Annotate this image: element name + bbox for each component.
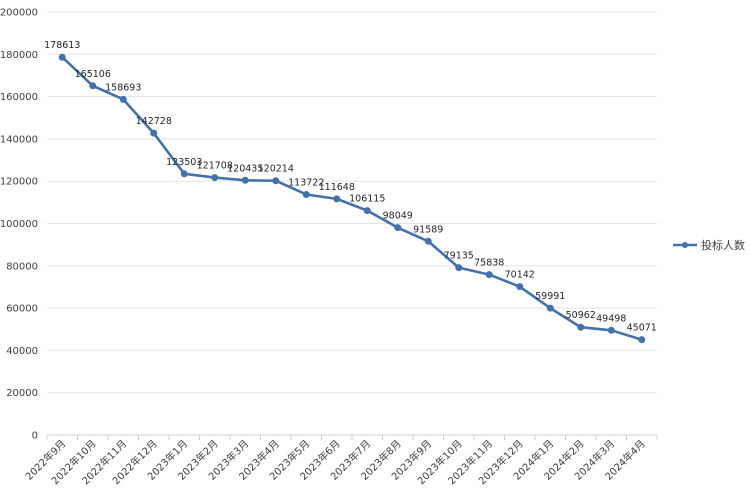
data-point (333, 195, 341, 203)
data-label: 120214 (258, 164, 294, 175)
data-point (58, 53, 66, 61)
data-point (607, 326, 615, 334)
data-label: 70142 (505, 270, 535, 281)
y-tick-label: 180000 (0, 50, 38, 61)
data-point (485, 271, 493, 279)
data-label: 98049 (383, 211, 413, 222)
y-tick-label: 140000 (0, 134, 38, 145)
data-point (516, 283, 524, 291)
data-label: 121708 (197, 161, 233, 172)
y-tick-label: 200000 (0, 8, 38, 19)
data-point (272, 177, 280, 185)
y-axis-ticks: 0 20000 40000 60000 80000 100000 120000 140000 1… (0, 8, 38, 442)
y-tick-label: 20000 (6, 388, 38, 399)
y-tick-label: 60000 (6, 304, 38, 315)
x-axis-ticks: 2022年9月2022年10月2022年11月2022年12月2023年1月20… (23, 437, 648, 487)
data-label: 111648 (319, 182, 355, 193)
data-label: 106115 (349, 194, 385, 205)
data-label: 50962 (566, 310, 596, 321)
data-label: 142728 (136, 116, 172, 127)
data-label: 75838 (474, 258, 504, 269)
data-point (363, 207, 371, 215)
data-label: 91589 (413, 224, 443, 235)
legend: 投标人数 (673, 238, 745, 252)
data-point (638, 336, 646, 344)
gridlines (47, 11, 657, 394)
series (58, 53, 646, 344)
y-tick-label: 0 (32, 431, 38, 442)
data-label: 49498 (596, 313, 626, 324)
data-point (241, 176, 249, 184)
y-tick-label: 80000 (6, 261, 38, 272)
data-point (180, 170, 188, 178)
data-label: 79135 (444, 251, 474, 262)
data-point (89, 82, 97, 90)
data-point (119, 95, 127, 103)
data-point (577, 323, 585, 331)
data-label: 59991 (535, 291, 565, 302)
data-point (150, 129, 158, 137)
data-label: 45071 (627, 323, 657, 334)
data-label: 158693 (105, 82, 141, 93)
y-tick-label: 40000 (6, 346, 38, 357)
data-label: 120435 (227, 163, 263, 174)
legend-label: 投标人数 (701, 238, 745, 252)
series-line (61, 56, 643, 341)
data-point (302, 190, 310, 198)
data-label: 113722 (288, 177, 324, 188)
data-label: 165106 (75, 69, 111, 80)
data-labels: 178613 165106 158693 142728 1235031217081204… (44, 40, 657, 333)
data-point (394, 224, 402, 232)
y-tick-label: 120000 (0, 177, 38, 188)
data-label: 178613 (44, 40, 80, 51)
axes (46, 434, 658, 440)
data-point (455, 264, 463, 272)
data-point (211, 174, 219, 182)
y-tick-label: 100000 (0, 219, 38, 230)
data-label: 123503 (166, 157, 202, 168)
data-point (424, 237, 432, 245)
y-tick-label: 160000 (0, 92, 38, 103)
legend-swatch-marker (682, 242, 688, 248)
data-point (546, 304, 554, 312)
